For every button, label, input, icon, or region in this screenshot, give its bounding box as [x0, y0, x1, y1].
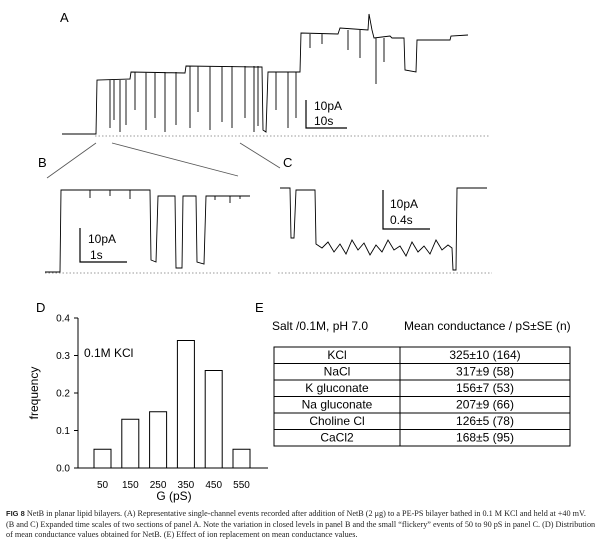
panel-a-label: A	[60, 10, 69, 25]
x-tick-label: 50	[97, 480, 109, 491]
x-ticks: 50 150 250 350 450 550	[97, 480, 250, 491]
panel-b-scalebar: 10pA 1s	[79, 228, 127, 263]
table-cell-salt: CaCl2	[320, 431, 354, 445]
x-tick-label: 450	[205, 480, 222, 491]
table-cell-conductance: 317±9 (58)	[456, 365, 514, 379]
y-axis-label: frequency	[27, 367, 41, 420]
x-tick-label: 150	[122, 480, 139, 491]
y-ticks: 0.0 0.1 0.2 0.3 0.4	[56, 314, 78, 475]
x-tick-label: 250	[150, 480, 167, 491]
table-cell-salt: Choline Cl	[309, 414, 364, 428]
table-cell-salt: KCl	[327, 348, 346, 362]
x-axis-label: G (pS)	[156, 489, 191, 503]
zoom-line-b-left	[46, 142, 97, 179]
panel-a-scale-current: 10pA	[314, 99, 342, 113]
y-tick-label: 0.0	[56, 464, 70, 475]
bar-250	[149, 411, 168, 469]
caption-label: FIG 8	[6, 509, 25, 518]
bar-150	[121, 418, 140, 469]
x-tick-label: 550	[233, 480, 250, 491]
panel-a-scale-time: 10s	[314, 114, 333, 128]
table-cell-conductance: 207±9 (66)	[456, 398, 514, 412]
bar-450	[204, 370, 223, 469]
panel-c-scalebar: 10pA 0.4s	[382, 190, 430, 230]
table-cell-conductance: 168±5 (95)	[456, 431, 514, 445]
panel-c-label: C	[283, 155, 292, 170]
x-tick-label: 350	[178, 480, 195, 491]
table-header-salt: Salt /0.1M, pH 7.0	[272, 319, 368, 333]
table-cell-conductance: 156±7 (53)	[456, 381, 514, 395]
bar-550	[232, 448, 251, 469]
panel-c-scalebar-lines	[382, 190, 430, 230]
panel-c-trace	[280, 187, 487, 271]
bar-350	[176, 340, 195, 469]
panel-a-scalebar-lines	[305, 100, 347, 129]
panel-c-scale-current: 10pA	[390, 197, 418, 211]
chart-annotation: 0.1M KCl	[84, 346, 133, 360]
zoom-line-b-right	[111, 142, 239, 177]
panel-a-trace	[62, 13, 469, 135]
bar-50	[93, 448, 112, 469]
panel-b-scalebar-lines	[79, 228, 127, 263]
y-tick-label: 0.1	[56, 426, 70, 437]
panel-a-scalebar: 10pA 10s	[305, 99, 347, 129]
panel-b-scale-time: 1s	[90, 248, 103, 262]
bars	[93, 340, 251, 469]
zoom-line-c-left	[239, 142, 281, 169]
table-cell-salt: NaCl	[324, 365, 351, 379]
panel-b-trace	[45, 189, 250, 273]
figure-caption: FIG 8 NetB in planar lipid bilayers. (A)…	[6, 509, 596, 541]
conductance-histogram: 0.0 0.1 0.2 0.3 0.4 50 150 250 350 450 550 G (pS)…	[27, 314, 268, 503]
y-tick-label: 0.3	[56, 351, 70, 362]
panel-c-scale-time: 0.4s	[390, 213, 413, 227]
panel-d-label: D	[36, 300, 45, 315]
table-header-conductance: Mean conductance / pS±SE (n)	[404, 319, 571, 333]
panel-b-scale-current: 10pA	[88, 232, 116, 246]
caption-text: NetB in planar lipid bilayers. (A) Repre…	[6, 509, 596, 539]
panel-b-label: B	[38, 155, 47, 170]
table-cell-salt: Na gluconate	[302, 398, 373, 412]
panel-e-label: E	[255, 300, 264, 315]
y-tick-label: 0.4	[56, 314, 70, 325]
table-cell-salt: K gluconate	[305, 381, 369, 395]
table-cell-conductance: 325±10 (164)	[449, 348, 520, 362]
y-tick-label: 0.2	[56, 389, 70, 400]
table-cell-conductance: 126±5 (78)	[456, 414, 514, 428]
ion-replacement-table: KCl 325±10 (164) NaCl 317±9 (58) K gluconate…	[273, 346, 571, 447]
